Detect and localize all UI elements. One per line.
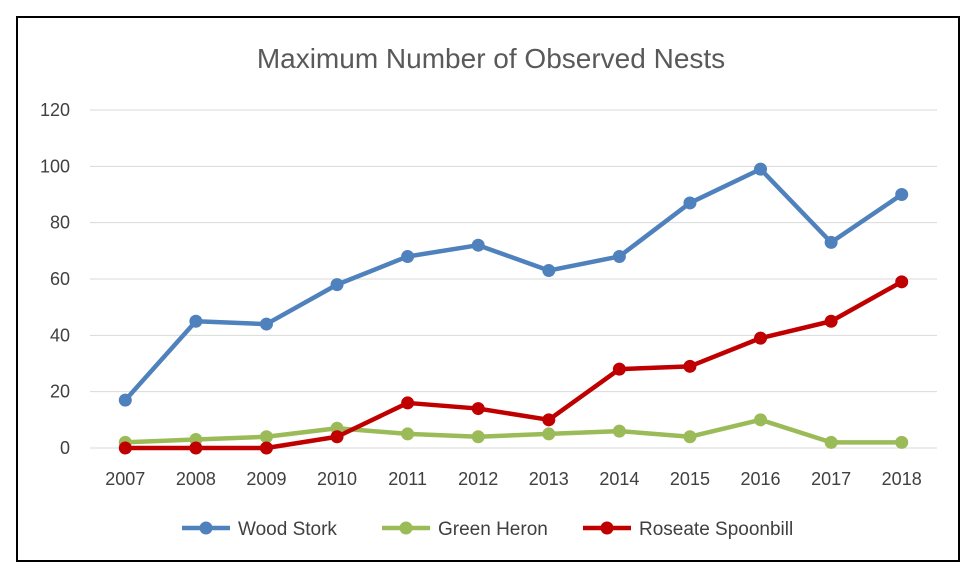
legend-item: Roseate Spoonbill xyxy=(583,519,793,540)
series-line xyxy=(123,166,904,403)
data-point xyxy=(118,441,132,455)
legend-swatch-marker xyxy=(399,521,413,535)
data-point xyxy=(754,331,768,345)
x-tick-label: 2017 xyxy=(811,469,851,489)
chart-title: Maximum Number of Observed Nests xyxy=(257,43,725,74)
series-line xyxy=(123,417,904,445)
data-point xyxy=(683,430,697,444)
legend-label: Green Heron xyxy=(438,519,548,540)
data-point xyxy=(824,314,838,328)
legend-label: Wood Stork xyxy=(238,519,337,540)
x-tick-label: 2018 xyxy=(882,469,922,489)
series-wood-stork xyxy=(118,162,909,407)
x-tick-label: 2015 xyxy=(670,469,710,489)
data-point xyxy=(259,317,273,331)
y-tick-label: 120 xyxy=(40,100,70,120)
data-point xyxy=(754,413,768,427)
y-tick-label: 40 xyxy=(50,325,70,345)
data-point xyxy=(683,196,697,210)
data-point xyxy=(612,424,626,438)
series-layer xyxy=(118,162,909,455)
x-tick-label: 2013 xyxy=(529,469,569,489)
data-point xyxy=(259,441,273,455)
legend: Wood Stork Green Heron Roseate Spoonbill xyxy=(182,519,793,540)
gridlines xyxy=(90,109,937,449)
data-point xyxy=(542,413,556,427)
data-point xyxy=(895,188,909,201)
x-tick-label: 2011 xyxy=(388,469,427,489)
x-axis-ticks: 2007 2008 2009 2010 2011 2012 2013 2014 2015 2016… xyxy=(105,469,921,489)
data-point xyxy=(542,264,556,278)
y-tick-label: 100 xyxy=(40,156,70,176)
data-point xyxy=(612,249,626,263)
data-point xyxy=(401,396,415,410)
y-tick-label: 0 xyxy=(60,438,70,458)
data-point xyxy=(118,393,132,407)
data-point xyxy=(471,430,485,444)
chart-frame xyxy=(16,16,960,562)
data-point xyxy=(189,441,203,455)
data-point xyxy=(330,278,344,292)
data-point xyxy=(754,162,768,176)
series-line xyxy=(123,279,904,451)
legend-item: Green Heron xyxy=(382,519,548,540)
data-point xyxy=(401,427,415,441)
legend-item: Wood Stork xyxy=(182,519,337,540)
legend-swatch-marker xyxy=(600,521,614,535)
series-roseate-spoonbill xyxy=(118,275,909,455)
data-point xyxy=(824,235,838,249)
y-tick-label: 60 xyxy=(50,269,70,289)
x-tick-label: 2014 xyxy=(599,469,639,489)
legend-label: Roseate Spoonbill xyxy=(639,519,793,540)
x-tick-label: 2009 xyxy=(246,469,286,489)
data-point xyxy=(895,275,909,289)
y-tick-label: 20 xyxy=(50,382,70,402)
data-point xyxy=(895,435,909,449)
x-tick-label: 2010 xyxy=(317,469,357,489)
y-tick-label: 80 xyxy=(50,213,70,233)
data-point xyxy=(612,362,626,376)
data-point xyxy=(259,430,273,444)
data-point xyxy=(683,359,697,373)
data-point xyxy=(824,435,838,449)
y-axis-ticks: 0 20 40 60 80 100 120 xyxy=(40,100,70,458)
x-tick-label: 2007 xyxy=(105,469,145,489)
data-point xyxy=(471,402,485,416)
data-point xyxy=(542,427,556,441)
x-tick-label: 2016 xyxy=(741,469,781,489)
data-point xyxy=(330,430,344,444)
data-point xyxy=(401,249,415,263)
data-point xyxy=(471,238,485,252)
series-green-heron xyxy=(118,413,909,449)
data-point xyxy=(189,314,203,328)
legend-swatch-marker xyxy=(199,521,213,535)
x-tick-label: 2008 xyxy=(176,469,216,489)
x-tick-label: 2012 xyxy=(458,469,498,489)
